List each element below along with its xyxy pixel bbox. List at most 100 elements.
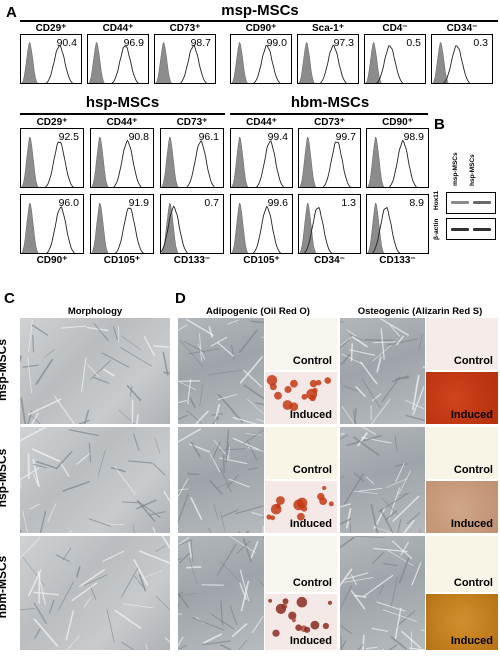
cell-fiber bbox=[190, 442, 201, 458]
cell-fiber bbox=[186, 319, 214, 336]
cell-fiber bbox=[61, 325, 87, 329]
msp_row-1-item: CD44⁺ 96.9 bbox=[87, 23, 149, 84]
cell-fiber bbox=[137, 501, 156, 523]
cell-fiber bbox=[230, 344, 235, 360]
cell-fiber bbox=[114, 465, 136, 495]
cell-fiber bbox=[217, 480, 235, 488]
osteo-control-hsp: Control bbox=[426, 427, 498, 479]
cell-fiber bbox=[152, 463, 166, 476]
cell-fiber bbox=[155, 545, 167, 552]
cell-fiber bbox=[213, 503, 219, 520]
cell-fiber bbox=[236, 540, 251, 554]
cell-fiber bbox=[209, 480, 223, 495]
wb-band-hox11-1 bbox=[451, 201, 469, 204]
cell-fiber bbox=[183, 341, 206, 353]
cell-fiber bbox=[395, 335, 405, 346]
cell-fiber bbox=[32, 458, 40, 488]
cell-fiber bbox=[179, 552, 190, 564]
hbm_row1-0-isotype-curve bbox=[231, 136, 249, 187]
msp_row-0-sample-curve bbox=[45, 44, 74, 83]
cell-fiber bbox=[118, 409, 136, 424]
cell-fiber bbox=[262, 525, 264, 533]
cell-fiber bbox=[67, 530, 73, 533]
cell-fiber bbox=[387, 644, 397, 650]
cell-fiber bbox=[350, 343, 353, 362]
cell-fiber bbox=[138, 574, 147, 592]
panel-label-d: D bbox=[175, 290, 186, 307]
cell-fiber bbox=[220, 560, 241, 583]
hsp_row1-1-marker-label: CD44⁺ bbox=[106, 117, 138, 128]
hsp_row2-0-marker-label: CD90⁺ bbox=[36, 255, 68, 266]
msp_row-2-marker-label: CD73⁺ bbox=[169, 23, 201, 34]
msp_row-2-item: CD73⁺ 98.7 bbox=[154, 23, 216, 84]
hsp_row1-0-item: CD29⁺ 92.5 bbox=[20, 117, 84, 188]
msp_row-0-marker-label: CD29⁺ bbox=[35, 23, 67, 34]
lipid-droplet bbox=[282, 400, 293, 410]
hbm_row1-2-histogram: 98.9 bbox=[366, 128, 429, 188]
panel-label-b: B bbox=[434, 116, 445, 133]
cell-fiber bbox=[371, 393, 382, 402]
lipid-droplet bbox=[270, 503, 282, 515]
cell-fiber bbox=[365, 476, 375, 485]
cell-fiber bbox=[86, 326, 109, 332]
cell-fiber bbox=[244, 433, 262, 436]
lipid-droplet bbox=[288, 611, 297, 620]
wb-band-actin-1 bbox=[451, 228, 469, 231]
cell-fiber bbox=[360, 361, 378, 385]
cell-fiber bbox=[341, 353, 351, 366]
cell-fiber bbox=[120, 567, 139, 598]
cell-fiber bbox=[152, 526, 156, 533]
cell-fiber bbox=[247, 447, 264, 452]
cell-fiber bbox=[31, 415, 41, 424]
cell-fiber bbox=[232, 416, 258, 424]
cell-fiber bbox=[62, 547, 72, 561]
cell-fiber bbox=[353, 407, 357, 424]
cell-fiber bbox=[406, 512, 421, 525]
morphology-title: Morphology bbox=[67, 306, 123, 317]
hsp_row2-0-percent: 96.0 bbox=[58, 197, 79, 209]
cell-fiber bbox=[27, 356, 32, 394]
cell-fiber bbox=[136, 499, 161, 519]
adipo-phase-hbm bbox=[178, 536, 264, 650]
cell-fiber bbox=[251, 512, 263, 516]
cell-fiber bbox=[235, 505, 264, 515]
cell-fiber bbox=[68, 429, 99, 437]
hsp_row1-0-isotype-curve bbox=[21, 136, 39, 187]
adipo-induced-msp: Induced bbox=[265, 372, 337, 424]
cell-fiber bbox=[87, 364, 99, 377]
cell-fiber bbox=[412, 386, 425, 416]
hsp_row2-1-marker-label: CD105⁺ bbox=[103, 255, 141, 266]
osteo-control-label-msp: Control bbox=[453, 355, 493, 367]
cell-fiber bbox=[346, 508, 352, 529]
cell-fiber bbox=[381, 497, 398, 515]
cell-fiber bbox=[364, 338, 394, 342]
cell-fiber bbox=[219, 511, 226, 533]
hsp_row2-0-sample-curve bbox=[46, 206, 76, 253]
lipid-droplet bbox=[275, 603, 286, 614]
cell-fiber bbox=[340, 625, 352, 635]
lipid-droplet bbox=[272, 629, 280, 637]
cell-fiber bbox=[178, 645, 187, 650]
msp_row-2-percent: 98.7 bbox=[190, 37, 211, 49]
cell-fiber bbox=[244, 530, 250, 533]
hbm_row1-1-percent: 99.7 bbox=[335, 131, 356, 143]
cell-fiber bbox=[189, 396, 196, 408]
row-label-hbm: hbm-MSCs bbox=[0, 555, 9, 619]
lipid-droplet bbox=[276, 496, 285, 505]
cell-fiber bbox=[394, 436, 398, 452]
cell-fiber bbox=[362, 427, 377, 435]
cell-fiber bbox=[371, 627, 389, 632]
cell-fiber bbox=[395, 463, 405, 483]
msp_row-4-percent: 97.3 bbox=[333, 37, 354, 49]
hsp_row1-1-isotype-curve bbox=[91, 136, 109, 187]
cell-fiber bbox=[178, 603, 180, 609]
cell-fiber bbox=[229, 478, 250, 488]
cell-fiber bbox=[420, 629, 425, 632]
wb-blot-actin bbox=[446, 218, 496, 240]
group-title-msp: msp-MSCs bbox=[221, 2, 299, 19]
cell-fiber bbox=[219, 467, 232, 493]
msp_row-3-marker-label: CD90⁺ bbox=[245, 23, 277, 34]
cell-fiber bbox=[110, 466, 126, 473]
cell-fiber bbox=[190, 497, 203, 520]
cell-fiber bbox=[412, 374, 420, 411]
